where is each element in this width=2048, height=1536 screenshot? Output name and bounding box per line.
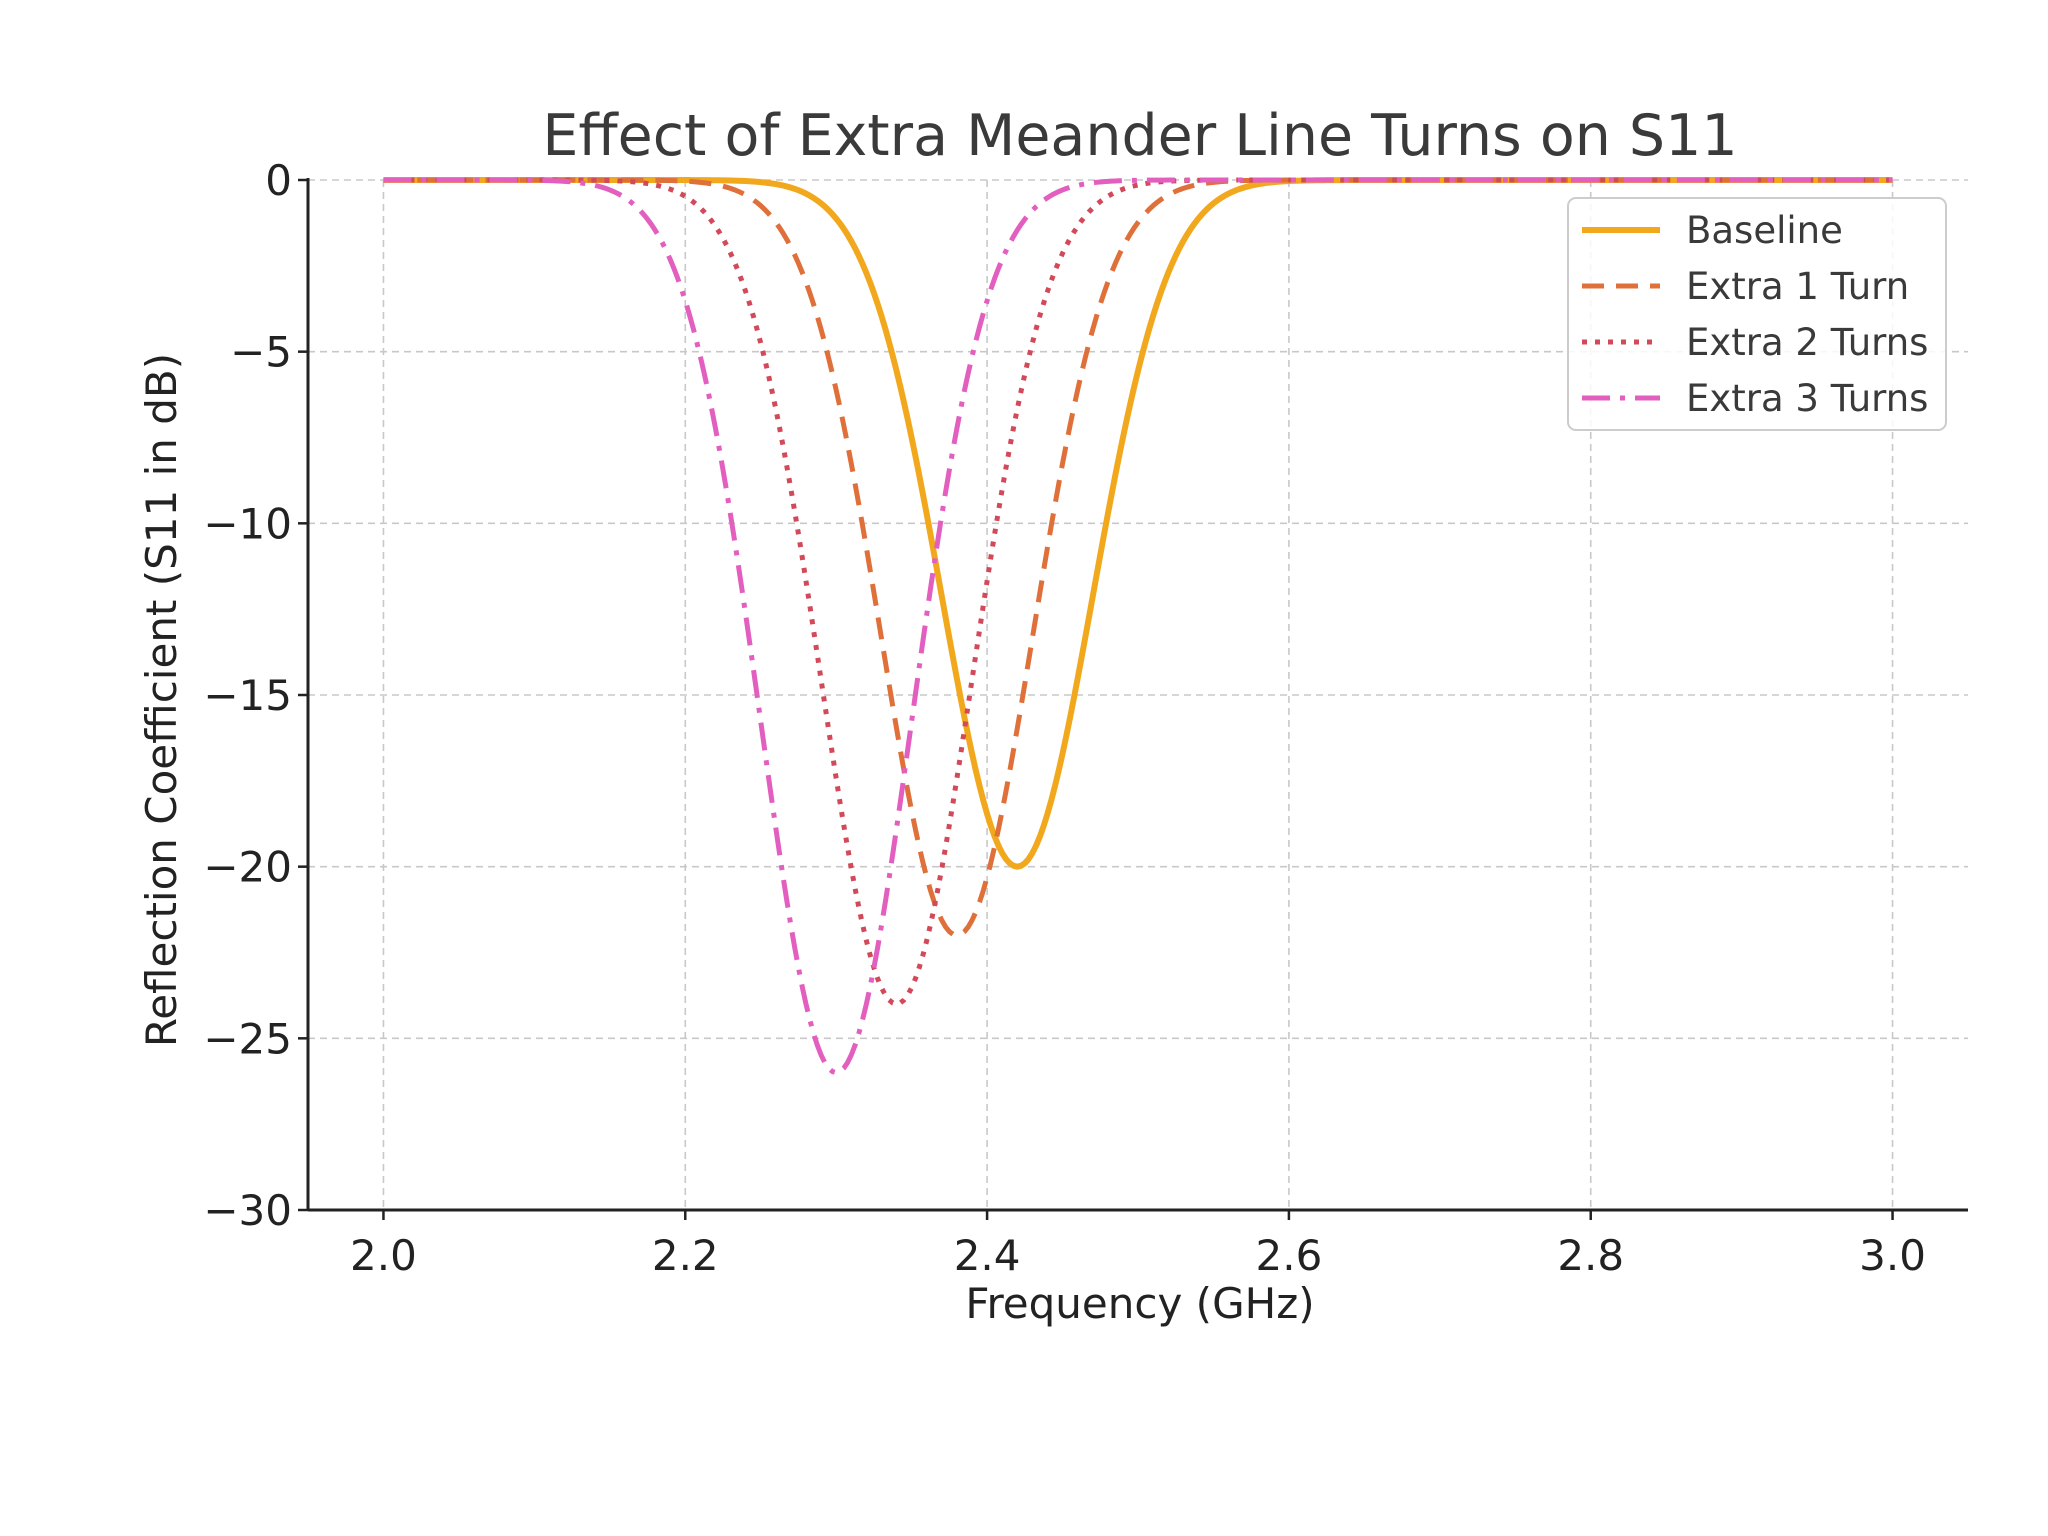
legend: Baseline Extra 1 Turn Extra 2 Turns Extra 3… [1567, 197, 1947, 431]
y-tick-label: −20 [203, 843, 292, 892]
y-tick-label: 0 [265, 156, 292, 205]
y-tick-label: −15 [203, 671, 292, 720]
x-tick-label: 2.8 [1557, 1231, 1624, 1280]
legend-box [1567, 197, 1947, 431]
x-tick-label: 2.4 [954, 1231, 1021, 1280]
x-axis-label: Frequency (GHz) [965, 1279, 1314, 1328]
y-tick-label: −25 [203, 1014, 292, 1063]
y-tick-label: −10 [203, 499, 292, 548]
ticks: 2.0 2.2 2.4 2.6 2.8 3.0 0 −5 −10 −15 −20 −25 −30 [203, 156, 1926, 1280]
chart-title: Effect of Extra Meander Line Turns on S1… [542, 103, 1737, 169]
y-tick-label: −30 [203, 1186, 292, 1235]
grid [308, 179, 1968, 1210]
x-tick-label: 2.2 [652, 1231, 719, 1280]
legend-label: Extra 2 Turns [1686, 321, 1928, 364]
x-tick-label: 3.0 [1859, 1231, 1926, 1280]
series-layer [383, 177, 1893, 1076]
y-tick-label: −5 [230, 328, 292, 377]
x-tick-label: 2.0 [350, 1231, 417, 1280]
x-tick-label: 2.6 [1256, 1231, 1323, 1280]
legend-label: Extra 3 Turns [1686, 377, 1928, 420]
y-axis-label: Reflection Coefficient (S11 in dB) [137, 353, 186, 1047]
series-line-4 [383, 177, 1893, 1076]
legend-label: Extra 1 Turn [1686, 265, 1909, 308]
legend-label: Baseline [1686, 209, 1843, 252]
